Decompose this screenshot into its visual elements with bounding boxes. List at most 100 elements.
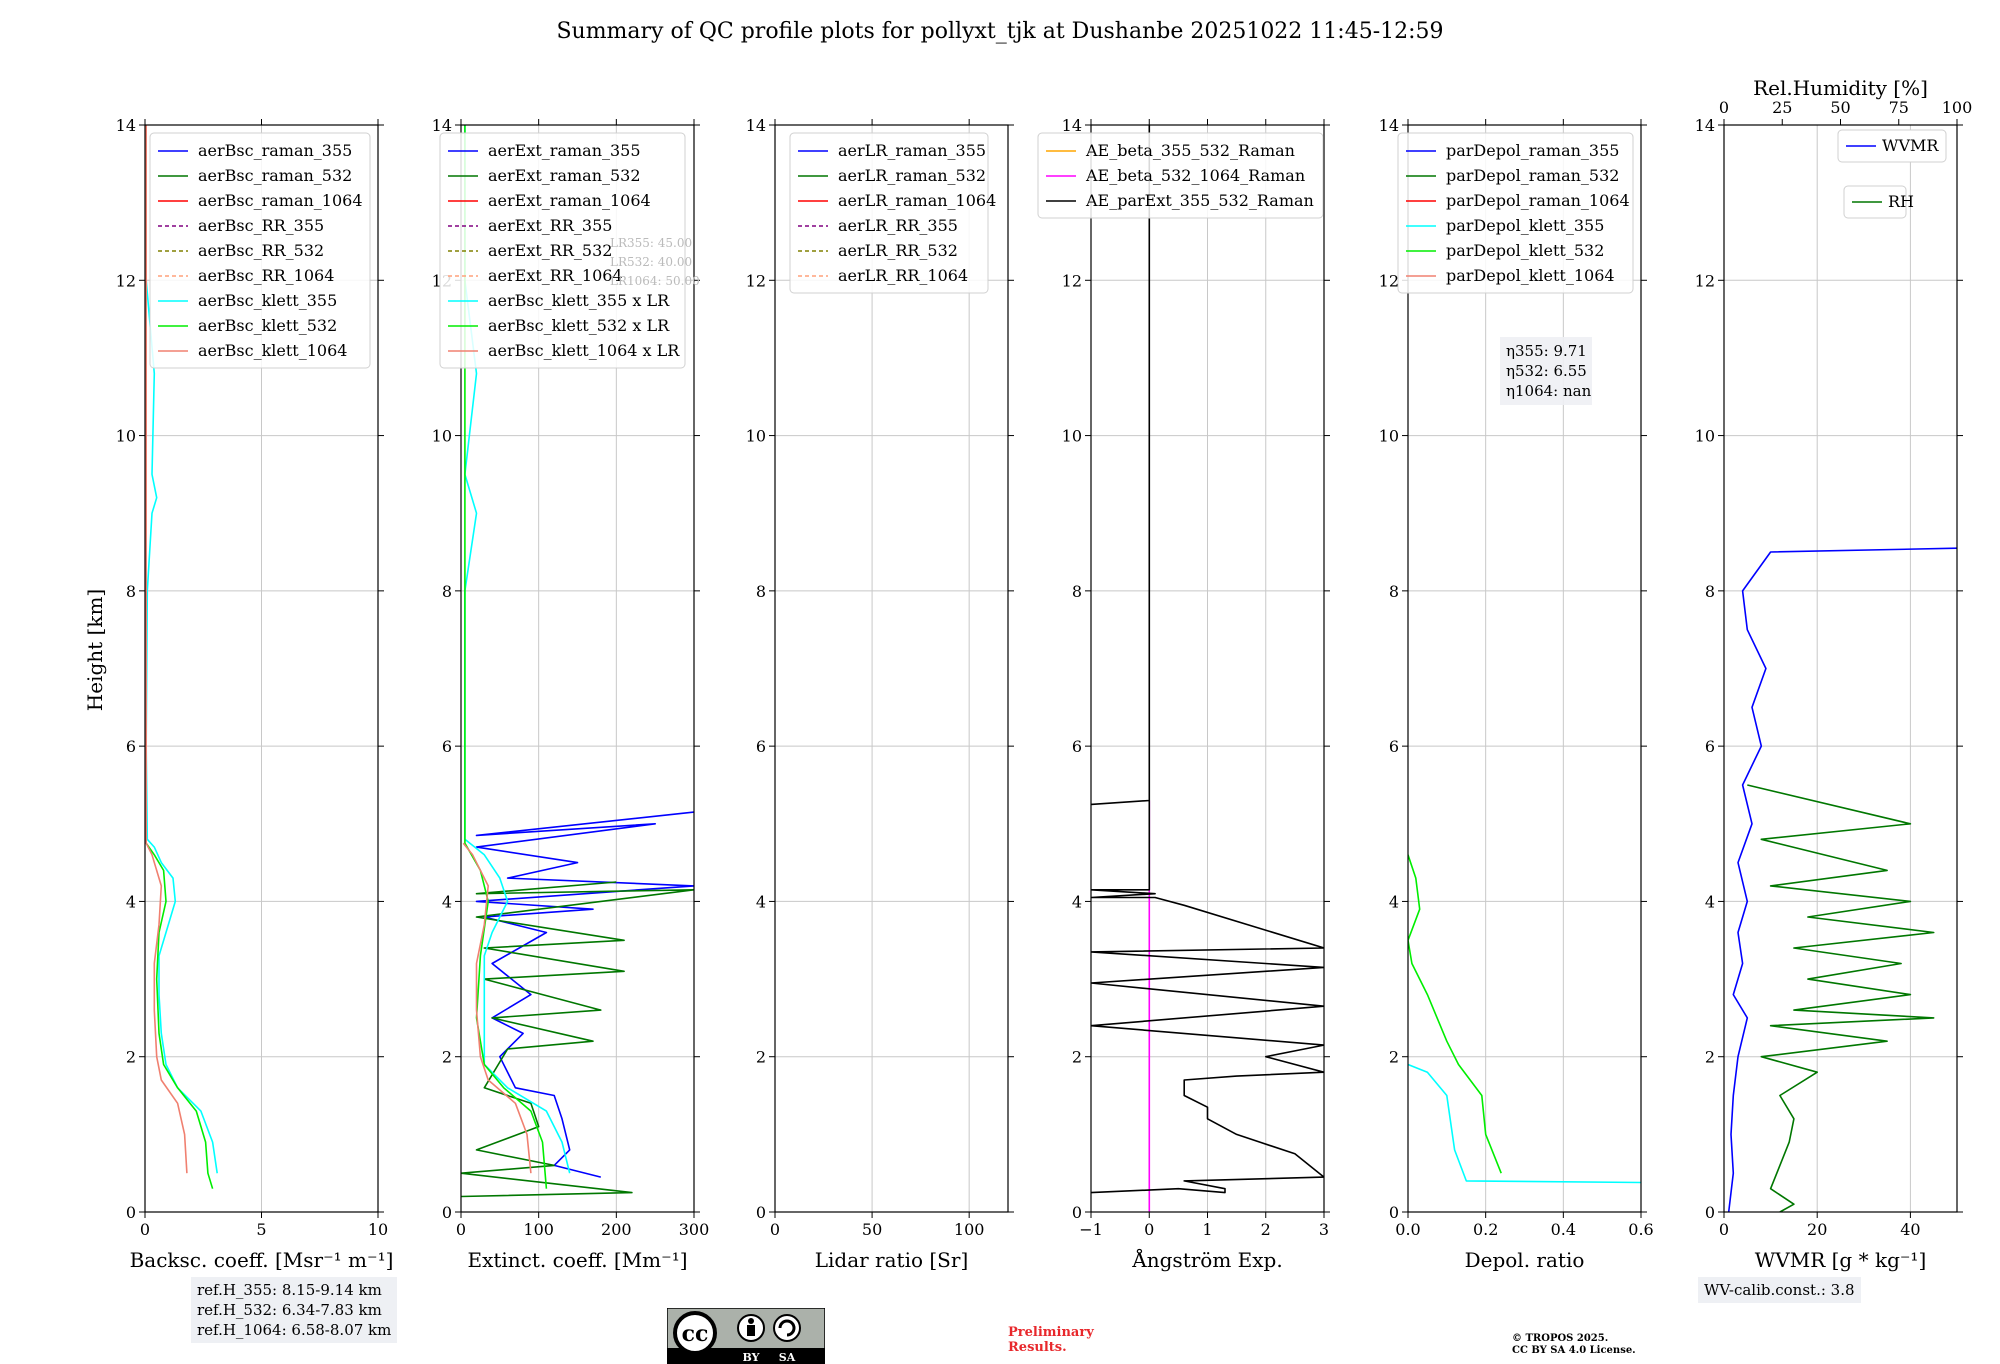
legend-label: WVMR bbox=[1882, 136, 1939, 155]
y-axis-label: Height [km] bbox=[83, 589, 107, 711]
legend-label: parDepol_klett_355 bbox=[1446, 216, 1604, 235]
series-group bbox=[461, 125, 694, 1198]
x-tick-label: 3 bbox=[1319, 1220, 1329, 1239]
cc-by-label: BY bbox=[743, 1351, 760, 1364]
ref-height-1064: ref.H_1064: 6.58-8.07 km bbox=[197, 1321, 392, 1339]
x-tick-label: −1 bbox=[1079, 1220, 1103, 1239]
legend-label: parDepol_raman_1064 bbox=[1446, 191, 1630, 210]
legend-label: aerBsc_raman_1064 bbox=[198, 191, 363, 210]
legend-box bbox=[1397, 132, 1634, 294]
attribution-icon-head bbox=[748, 1318, 754, 1324]
legend-label: aerExt_RR_532 bbox=[488, 241, 612, 260]
y-tick-label: 14 bbox=[1062, 116, 1082, 135]
x-tick-label: 0 bbox=[1144, 1220, 1154, 1239]
y-tick-label: 6 bbox=[1072, 737, 1082, 756]
y-tick-label: 10 bbox=[746, 427, 766, 446]
y-tick-label: 8 bbox=[1072, 582, 1082, 601]
legend-label: aerExt_RR_355 bbox=[488, 216, 612, 235]
series-line-parDepol_klett_532 bbox=[1408, 854, 1502, 1174]
y-tick-label: 4 bbox=[756, 892, 766, 911]
legend-label: AE_beta_532_1064_Raman bbox=[1085, 166, 1305, 185]
cc-logo-icon bbox=[673, 1311, 717, 1355]
x-tick-label: 300 bbox=[679, 1220, 710, 1239]
series-line-aerExt_raman_532 bbox=[461, 881, 694, 1198]
y-tick-label: 6 bbox=[126, 737, 136, 756]
y-tick-label: 0 bbox=[1389, 1203, 1399, 1222]
legend-label: aerLR_RR_1064 bbox=[838, 266, 968, 285]
legend-label: aerBsc_klett_532 bbox=[198, 316, 337, 335]
copyright-line-2: CC BY SA 4.0 License. bbox=[1512, 1345, 1636, 1356]
y-tick-label: 10 bbox=[1379, 427, 1399, 446]
series-group bbox=[1408, 854, 1641, 1184]
annotation-box bbox=[1500, 337, 1592, 405]
cc-license-badge: cc BY SA bbox=[667, 1308, 825, 1364]
y-tick-label: 10 bbox=[116, 427, 136, 446]
annotation-text: LR1064: 50.00 bbox=[610, 274, 700, 288]
y-tick-label: 0 bbox=[442, 1203, 452, 1222]
y-tick-label: 8 bbox=[1705, 582, 1715, 601]
lr-annotation: LR355: 45.00 LR532: 40.00 LR1064: 50.00 bbox=[610, 236, 700, 288]
legend-label: aerBsc_klett_1064 bbox=[198, 341, 347, 360]
panel-wv: 0 20 40 0 2 4 6 8 10 12 14 WVMR [g * kg⁻¹] 0 25 50 75 10… bbox=[1695, 76, 1973, 1272]
series-group bbox=[1091, 125, 1324, 1212]
reference-height-box: ref.H_355: 8.15-9.14 km ref.H_532: 6.34-… bbox=[191, 1277, 398, 1343]
x-axis-label: Backsc. coeff. [Msr⁻¹ m⁻¹] bbox=[130, 1248, 394, 1272]
series-line-parDepol_klett_355 bbox=[1408, 1063, 1641, 1184]
y-tick-label: 12 bbox=[746, 271, 766, 290]
legend-label: aerBsc_RR_532 bbox=[198, 241, 324, 260]
cc-sa-label: SA bbox=[779, 1351, 796, 1364]
y-tick-label: 4 bbox=[1072, 892, 1082, 911]
panel-bsc: 0 5 10 0 2 4 6 8 10 12 14 Backsc. coeff. [Msr⁻¹ m⁻¹… bbox=[116, 116, 394, 1272]
x-tick-label: 2 bbox=[1261, 1220, 1271, 1239]
legend-box bbox=[439, 132, 686, 369]
legend-label: parDepol_klett_1064 bbox=[1446, 266, 1615, 285]
y-tick-label: 12 bbox=[116, 271, 136, 290]
axes-frame bbox=[774, 124, 1009, 1213]
series-line-RH bbox=[1747, 784, 1935, 1212]
legend-label: aerExt_raman_1064 bbox=[488, 191, 651, 210]
x-axis-label: WVMR [g * kg⁻¹] bbox=[1755, 1248, 1927, 1272]
y-tick-label: 2 bbox=[1072, 1048, 1082, 1067]
ref-height-355: ref.H_355: 8.15-9.14 km bbox=[197, 1281, 382, 1299]
x-axis-label: Extinct. coeff. [Mm⁻¹] bbox=[467, 1248, 687, 1272]
top-axis-label: Rel.Humidity [%] bbox=[1753, 76, 1928, 100]
figure-title: Summary of QC profile plots for pollyxt_… bbox=[556, 19, 1443, 44]
annotation-text: η1064: nan bbox=[1506, 382, 1592, 400]
series-line-AE_parExt_355_532_Raman bbox=[1091, 125, 1324, 1194]
x-tick-label: 20 bbox=[1807, 1220, 1827, 1239]
top-tick-label: 75 bbox=[1889, 98, 1909, 117]
legend-label: aerBsc_klett_532 x LR bbox=[488, 316, 670, 335]
legend: AE_beta_355_532_Raman AE_beta_532_1064_Ra… bbox=[1037, 132, 1324, 219]
legend: WVMR RH bbox=[1837, 129, 1947, 219]
legend: aerBsc_raman_355 aerBsc_raman_532 aerBsc_r… bbox=[149, 132, 371, 369]
y-tick-label: 12 bbox=[1379, 271, 1399, 290]
y-tick-label: 4 bbox=[126, 892, 136, 911]
x-tick-label: 0 bbox=[456, 1220, 466, 1239]
x-axis-label: Lidar ratio [Sr] bbox=[815, 1248, 969, 1272]
y-tick-label: 2 bbox=[126, 1048, 136, 1067]
panel-depol: 0.0 0.2 0.4 0.6 0 2 4 6 8 10 12 14 Depol. ratio parDe… bbox=[1379, 116, 1654, 1272]
x-tick-label: 100 bbox=[523, 1220, 554, 1239]
y-tick-label: 10 bbox=[1062, 427, 1082, 446]
x-tick-label: 0 bbox=[140, 1220, 150, 1239]
y-tick-label: 12 bbox=[1062, 271, 1082, 290]
preliminary-results-note: Preliminary Results. bbox=[1008, 1325, 1128, 1355]
axes-frame bbox=[1723, 124, 1958, 1213]
x-axis-label: Ångström Exp. bbox=[1131, 1247, 1282, 1272]
x-tick-label: 0.4 bbox=[1551, 1220, 1576, 1239]
y-tick-label: 14 bbox=[116, 116, 136, 135]
y-tick-label: 6 bbox=[1705, 737, 1715, 756]
x-tick-label: 5 bbox=[256, 1220, 266, 1239]
series-line-WVMR bbox=[1727, 547, 1957, 1212]
legend-label: aerLR_raman_355 bbox=[838, 141, 986, 160]
share-alike-icon bbox=[773, 1314, 801, 1342]
legend-label: aerLR_raman_1064 bbox=[838, 191, 996, 210]
x-tick-label: 40 bbox=[1900, 1220, 1920, 1239]
share-alike-arrow bbox=[778, 1319, 796, 1337]
legend-label: aerLR_raman_532 bbox=[838, 166, 986, 185]
y-tick-label: 2 bbox=[442, 1048, 452, 1067]
series-group bbox=[1727, 547, 1957, 1212]
legend-label: parDepol_klett_532 bbox=[1446, 241, 1604, 260]
